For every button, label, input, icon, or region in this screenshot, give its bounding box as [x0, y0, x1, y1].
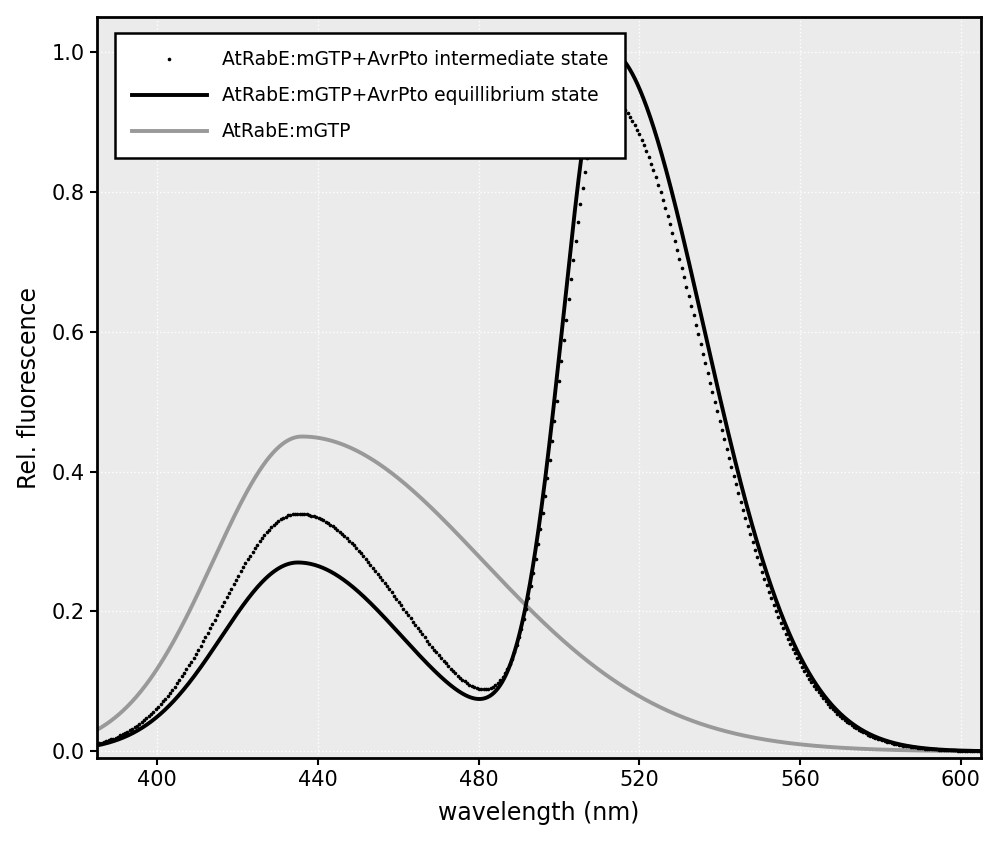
Line: AtRabE:mGTP+AvrPto intermediate state: AtRabE:mGTP+AvrPto intermediate state [95, 95, 983, 754]
X-axis label: wavelength (nm): wavelength (nm) [438, 802, 640, 825]
AtRabE:mGTP+AvrPto intermediate state [863, 730, 875, 740]
AtRabE:mGTP+AvrPto intermediate state [430, 647, 442, 657]
Line: AtRabE:mGTP+AvrPto equillibrium state: AtRabE:mGTP+AvrPto equillibrium state [97, 50, 981, 751]
AtRabE:mGTP [430, 508, 442, 518]
AtRabE:mGTP [244, 481, 256, 491]
AtRabE:mGTP+AvrPto equillibrium state [468, 693, 480, 703]
Y-axis label: Rel. fluorescence: Rel. fluorescence [17, 286, 41, 488]
AtRabE:mGTP+AvrPto intermediate state [91, 739, 103, 749]
AtRabE:mGTP [296, 431, 308, 441]
AtRabE:mGTP+AvrPto equillibrium state [192, 666, 204, 676]
Line: AtRabE:mGTP: AtRabE:mGTP [97, 436, 981, 751]
AtRabE:mGTP [863, 744, 875, 754]
AtRabE:mGTP+AvrPto equillibrium state [91, 740, 103, 750]
AtRabE:mGTP [958, 746, 970, 756]
AtRabE:mGTP [975, 746, 987, 756]
AtRabE:mGTP+AvrPto equillibrium state [975, 746, 987, 756]
AtRabE:mGTP+AvrPto intermediate state [975, 746, 987, 756]
AtRabE:mGTP+AvrPto equillibrium state [244, 591, 256, 601]
AtRabE:mGTP+AvrPto intermediate state [244, 551, 256, 561]
AtRabE:mGTP+AvrPto intermediate state [958, 746, 970, 756]
Legend: AtRabE:mGTP+AvrPto intermediate state, AtRabE:mGTP+AvrPto equillibrium state, At: AtRabE:mGTP+AvrPto intermediate state, A… [115, 34, 625, 158]
AtRabE:mGTP+AvrPto equillibrium state [430, 667, 442, 677]
AtRabE:mGTP [192, 589, 204, 600]
AtRabE:mGTP+AvrPto equillibrium state [863, 728, 875, 738]
AtRabE:mGTP+AvrPto equillibrium state [601, 45, 613, 55]
AtRabE:mGTP [469, 546, 481, 557]
AtRabE:mGTP [91, 725, 103, 735]
AtRabE:mGTP+AvrPto intermediate state [468, 682, 480, 692]
AtRabE:mGTP+AvrPto intermediate state [192, 646, 204, 656]
AtRabE:mGTP+AvrPto intermediate state [601, 93, 613, 103]
AtRabE:mGTP+AvrPto equillibrium state [958, 746, 970, 756]
